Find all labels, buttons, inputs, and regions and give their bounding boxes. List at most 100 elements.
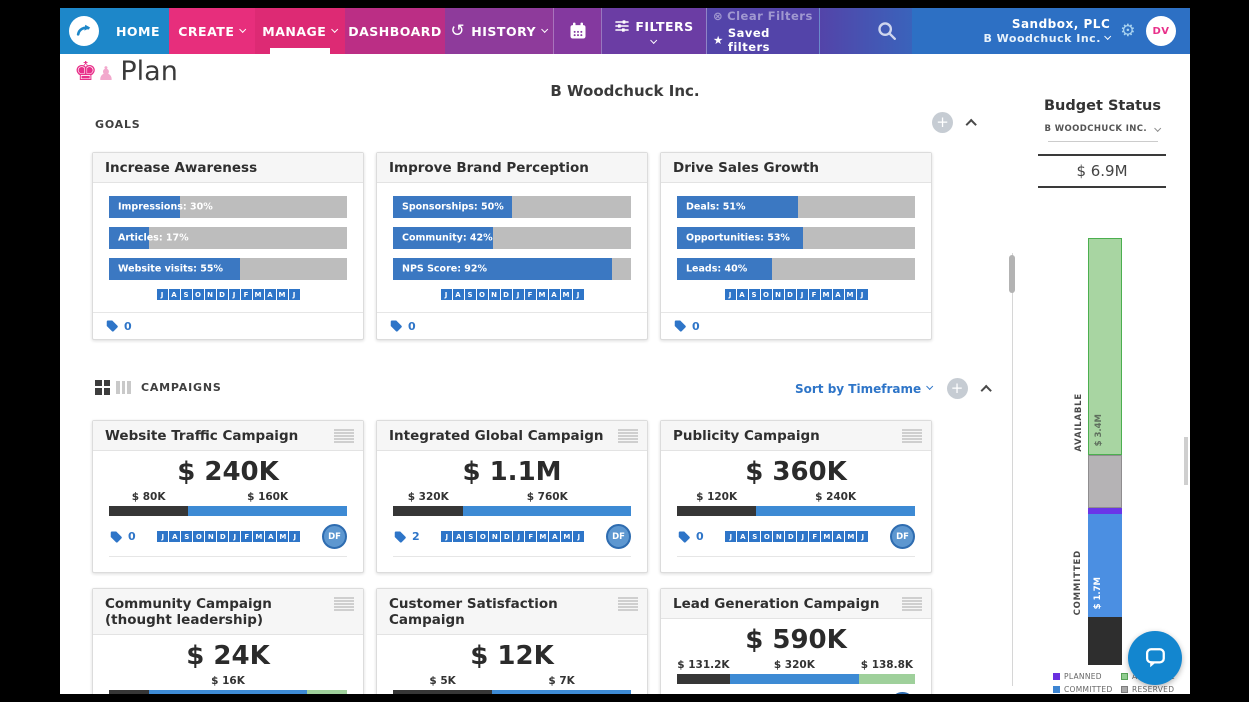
month-cell: A — [737, 531, 748, 542]
month-cell: J — [513, 289, 524, 300]
saved-filters-button[interactable]: ★Saved filters — [713, 26, 813, 54]
goal-title: Drive Sales Growth — [673, 160, 819, 176]
nav-item-calendar[interactable] — [553, 8, 601, 54]
budget-segment-bar — [393, 690, 631, 694]
nav-item-dashboard[interactable]: DASHBOARD — [345, 8, 445, 54]
segment-labels: $ 320K$ 760K — [393, 491, 631, 503]
filters-sliders-icon — [614, 18, 630, 34]
nav-item-filters[interactable]: FILTERS — [601, 8, 706, 54]
goal-card[interactable]: Increase Awareness Impressions: 30%Artic… — [92, 152, 364, 340]
goal-progress-label: Articles: 17% — [118, 233, 189, 244]
collapse-goals-icon[interactable] — [965, 118, 977, 130]
segment-labels: $ 80K$ 160K — [109, 491, 347, 503]
campaign-card[interactable]: Publicity Campaign $ 360K $ 120K$ 240K 0… — [660, 420, 932, 573]
nav-create-label: CREATE — [178, 24, 234, 39]
budget-segment — [149, 690, 306, 694]
card-menu-icon[interactable] — [902, 429, 922, 444]
segment-labels: $ 120K$ 240K — [677, 491, 915, 503]
search-icon[interactable] — [876, 20, 898, 42]
month-cell: D — [217, 289, 228, 300]
legend-label: PLANNED — [1064, 672, 1102, 681]
scrollbar-track[interactable] — [1012, 253, 1013, 686]
goal-card[interactable]: Drive Sales Growth Deals: 51% Opportuniti… — [660, 152, 932, 340]
month-cell: M — [845, 289, 856, 300]
budget-segment — [756, 506, 915, 516]
owner-badge[interactable]: DF — [322, 524, 347, 549]
legend-item: PLANNED — [1053, 670, 1115, 683]
nav-item-manage[interactable]: MANAGE — [255, 8, 345, 54]
history-clock-icon: ↺ — [451, 21, 466, 41]
nav-item-home[interactable]: HOME — [107, 8, 169, 54]
campaign-title: Community Campaign (thought leadership) — [105, 596, 326, 628]
add-goal-button[interactable]: + — [932, 112, 953, 133]
card-menu-icon[interactable] — [618, 597, 638, 612]
clear-filters-button[interactable]: ⊗Clear Filters — [713, 9, 813, 23]
kanban-view-icon[interactable] — [95, 380, 110, 395]
legend-swatch — [1053, 686, 1060, 693]
legend-item: COMMITTED — [1053, 683, 1115, 694]
nav-item-create[interactable]: CREATE — [169, 8, 255, 54]
avatar[interactable]: DV — [1146, 16, 1176, 46]
card-menu-icon[interactable] — [334, 429, 354, 444]
goals-section-controls: + — [932, 112, 975, 133]
card-menu-icon[interactable] — [618, 429, 638, 444]
goal-card[interactable]: Improve Brand Perception Sponsorships: 5… — [376, 152, 648, 340]
account-switcher[interactable]: Sandbox, PLC B Woodchuck Inc. — [983, 17, 1110, 46]
month-cell: A — [265, 531, 276, 542]
goal-progress-bar: Deals: 51% — [677, 196, 915, 218]
budget-entity-dropdown[interactable]: B WOODCHUCK INC. — [1035, 124, 1170, 134]
chat-widget-button[interactable] — [1128, 631, 1182, 685]
tag-count: 2 — [412, 530, 420, 543]
chevron-down-icon — [239, 26, 247, 34]
goal-bars: Deals: 51%Opportunities: 53%Leads: 40% — [677, 196, 915, 280]
campaign-card[interactable]: Community Campaign (thought leadership) … — [92, 588, 364, 694]
tag-icon — [389, 319, 403, 333]
budget-segment — [307, 690, 347, 694]
month-strip: JASONDJFMAMJ — [677, 289, 915, 300]
sort-dropdown[interactable]: Sort by Timeframe — [795, 382, 933, 396]
add-campaign-button[interactable]: + — [947, 378, 968, 399]
month-cell: S — [749, 531, 760, 542]
legend-swatch — [1121, 686, 1128, 693]
table-view-icon[interactable] — [116, 381, 131, 394]
goal-progress-bar: Opportunities: 53% — [677, 227, 915, 249]
chevron-down-icon — [650, 37, 658, 45]
collapse-campaigns-icon[interactable] — [980, 384, 992, 396]
month-cell: S — [465, 289, 476, 300]
month-cell: N — [489, 531, 500, 542]
tag-count: 0 — [408, 320, 416, 333]
card-menu-icon[interactable] — [334, 597, 354, 612]
month-cell: M — [253, 289, 264, 300]
tag-icon — [109, 530, 123, 544]
campaign-card[interactable]: Integrated Global Campaign $ 1.1M $ 320K… — [376, 420, 648, 573]
budget-segment — [109, 690, 149, 694]
gear-icon[interactable]: ⚙ — [1120, 21, 1136, 41]
month-strip: JASONDJFMAMJ — [725, 531, 868, 542]
segment-labels: $ 5K$ 7K — [393, 675, 631, 687]
campaign-total: $ 360K — [677, 457, 915, 487]
goal-progress-label: NPS Score: 92% — [402, 264, 487, 275]
tag-icon — [677, 530, 691, 544]
nav-item-history[interactable]: ↺HISTORY — [445, 8, 553, 54]
owner-badge[interactable]: DF — [890, 524, 915, 549]
owner-badge[interactable]: DF — [890, 692, 915, 694]
month-cell: J — [725, 289, 736, 300]
campaign-card[interactable]: Lead Generation Campaign $ 590K $ 131.2K… — [660, 588, 932, 694]
campaign-card[interactable]: Customer Satisfaction Campaign $ 12K $ 5… — [376, 588, 648, 694]
month-cell: N — [489, 289, 500, 300]
tag-icon — [105, 319, 119, 333]
app-logo[interactable] — [60, 8, 107, 54]
budget-segment-bar — [109, 506, 347, 516]
scrollbar-thumb[interactable] — [1009, 255, 1015, 293]
owner-badge[interactable]: DF — [606, 524, 631, 549]
card-menu-icon[interactable] — [902, 597, 922, 612]
page-scrollbar-thumb[interactable] — [1184, 437, 1188, 485]
month-cell: J — [725, 531, 736, 542]
month-cell: A — [169, 289, 180, 300]
campaign-card[interactable]: Website Traffic Campaign $ 240K $ 80K$ 1… — [92, 420, 364, 573]
tag-count: 0 — [124, 320, 132, 333]
tag-count: 0 — [128, 530, 136, 543]
campaigns-section-controls: Sort by Timeframe + — [795, 378, 990, 399]
chevron-down-icon — [541, 26, 549, 34]
campaigns-section-header: CAMPAIGNS — [95, 380, 222, 395]
